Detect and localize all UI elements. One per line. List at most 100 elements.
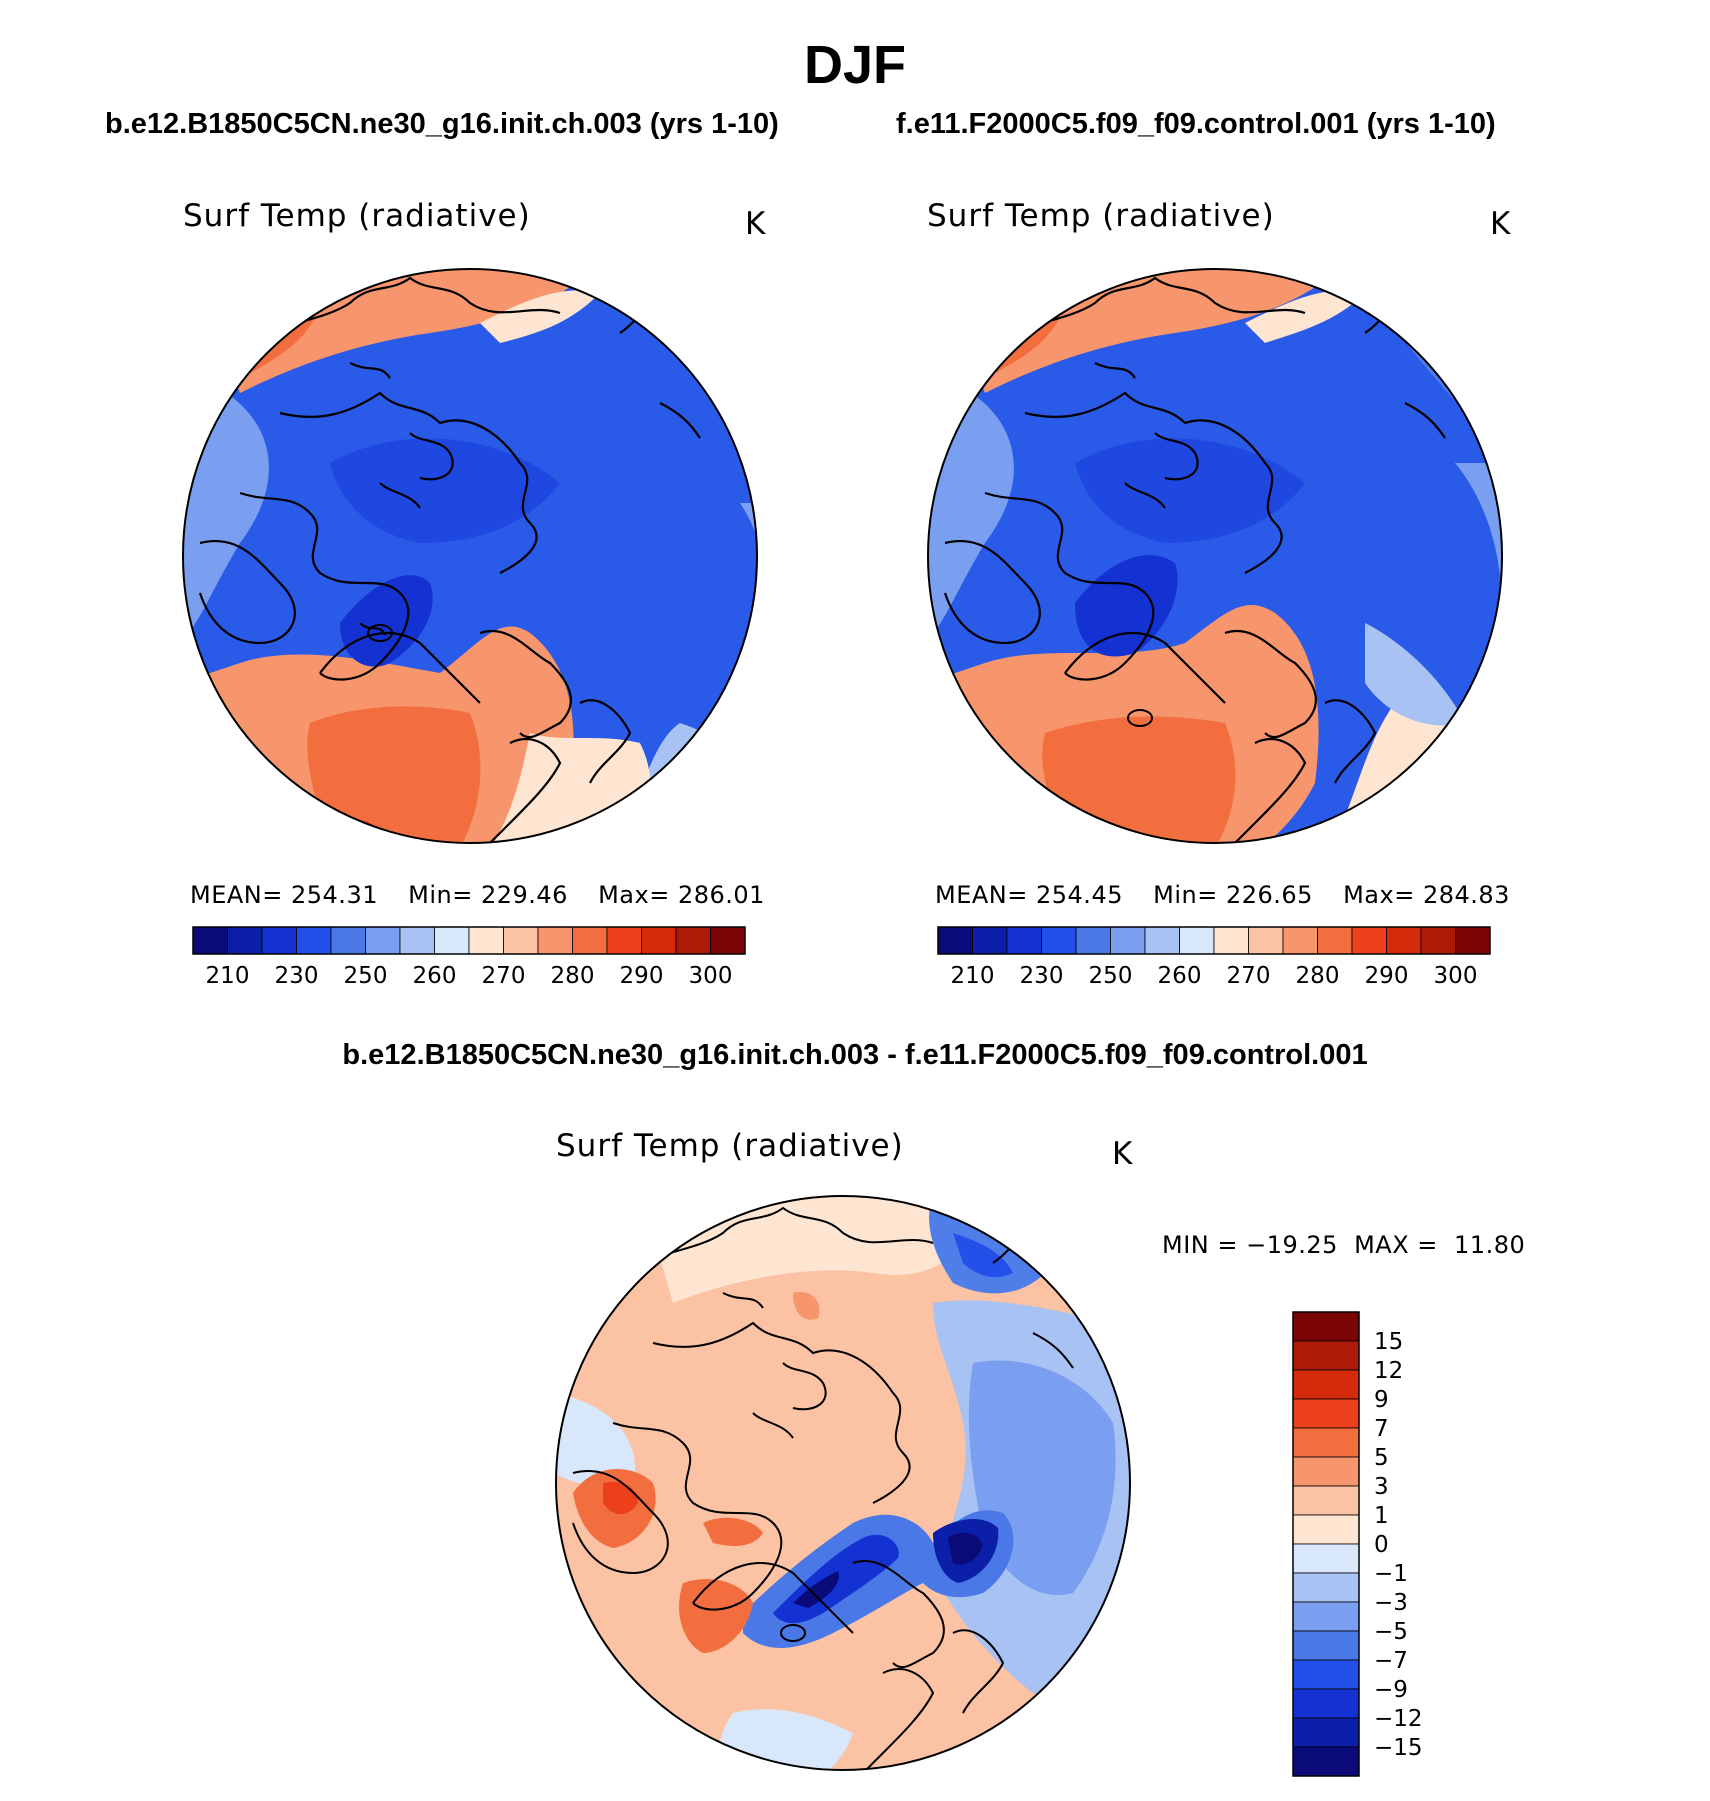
colorbar-tick-label: 7	[1374, 1416, 1389, 1442]
colorbar-swatch	[1351, 926, 1387, 955]
panel2-mean-label: MEAN=	[935, 881, 1028, 909]
colorbar-swatch	[1292, 1717, 1360, 1748]
colorbar-swatch	[1248, 926, 1284, 955]
panel2-max-value: 284.83	[1422, 881, 1510, 909]
colorbar-tick-label: 5	[1374, 1445, 1389, 1471]
colorbar-swatch	[1282, 926, 1318, 955]
panel2-min-label: Min=	[1153, 881, 1218, 909]
case-a-title: b.e12.B1850C5CN.ne30_g16.init.ch.003 (yr…	[105, 108, 779, 140]
colorbar-tick-label: 280	[551, 963, 595, 989]
colorbar-swatch	[1292, 1688, 1360, 1719]
panel3-stats: MIN = −19.25 MAX = 11.80	[1162, 1231, 1525, 1259]
colorbar-swatch	[537, 926, 573, 955]
panel2-mean-value: 254.45	[1036, 881, 1123, 909]
colorbar-swatch	[1041, 926, 1077, 955]
panel3-variable: Surf Temp (radiative)	[556, 1128, 904, 1164]
panel1-colorbar: 210 230 250 260 270 280 290 300	[192, 926, 746, 989]
colorbar-tick-label: 260	[413, 963, 457, 989]
colorbar-tick-label: 3	[1374, 1474, 1389, 1500]
colorbar-swatch	[1292, 1543, 1360, 1574]
panel1-min-label: Min=	[408, 881, 473, 909]
colorbar-tick-label: 290	[620, 963, 664, 989]
colorbar-tick-label: 270	[1227, 963, 1271, 989]
panel2-variable: Surf Temp (radiative)	[927, 198, 1275, 234]
panel3-units: K	[1112, 1136, 1134, 1172]
panel3-max-label: MAX =	[1354, 1231, 1438, 1259]
panel2-min-value: 226.65	[1225, 881, 1313, 909]
colorbar-tick-label: −7	[1374, 1648, 1408, 1674]
colorbar-swatch	[1292, 1369, 1360, 1400]
colorbar-swatch	[192, 926, 228, 955]
colorbar-swatch	[1110, 926, 1146, 955]
colorbar-swatch	[365, 926, 401, 955]
colorbar-swatch	[399, 926, 435, 955]
colorbar-tick-label: 210	[206, 963, 250, 989]
colorbar-tick-label: −12	[1374, 1706, 1423, 1732]
panel1-stats: MEAN= 254.31 Min= 229.46 Max= 286.01	[190, 881, 765, 909]
colorbar-tick-label: 230	[1020, 963, 1064, 989]
panel3-max-value: 11.80	[1454, 1231, 1526, 1259]
colorbar-swatch	[675, 926, 711, 955]
colorbar-tick-label: 250	[344, 963, 388, 989]
colorbar-swatch	[1420, 926, 1456, 955]
panel2-stats: MEAN= 254.45 Min= 226.65 Max= 284.83	[935, 881, 1510, 909]
colorbar-tick-label: 260	[1158, 963, 1202, 989]
colorbar-tick-label: 15	[1374, 1329, 1403, 1355]
colorbar-swatch	[1213, 926, 1249, 955]
colorbar-swatch	[1292, 1311, 1360, 1342]
panel1-variable: Surf Temp (radiative)	[183, 198, 531, 234]
colorbar-swatch	[434, 926, 470, 955]
panel2-polar-map	[927, 268, 1503, 844]
colorbar-swatch	[972, 926, 1008, 955]
colorbar-swatch	[1292, 1456, 1360, 1487]
colorbar-swatch	[1292, 1427, 1360, 1458]
colorbar-tick-label: 230	[275, 963, 319, 989]
colorbar-swatch	[1292, 1572, 1360, 1603]
colorbar-swatch	[261, 926, 297, 955]
panel3-min-label: MIN =	[1162, 1231, 1238, 1259]
colorbar-swatch	[1292, 1514, 1360, 1545]
colorbar-swatch	[1292, 1630, 1360, 1661]
colorbar-swatch	[1075, 926, 1111, 955]
panel3-polar-map	[555, 1195, 1131, 1771]
colorbar-tick-label: −3	[1374, 1590, 1408, 1616]
colorbar-swatch	[1292, 1601, 1360, 1632]
colorbar-swatch	[1292, 1398, 1360, 1429]
colorbar-swatch	[641, 926, 677, 955]
colorbar-tick-label: 0	[1374, 1532, 1389, 1558]
colorbar-tick-label: −5	[1374, 1619, 1408, 1645]
panel1-min-value: 229.46	[480, 881, 568, 909]
colorbar-tick-label: 290	[1365, 963, 1409, 989]
colorbar-swatch	[606, 926, 642, 955]
panel3-colorbar: 15 12 9 7 5 3 1 0 −1 −3 −5 −7 −9 −12 −15	[1292, 1311, 1423, 1777]
panel1-mean-value: 254.31	[291, 881, 378, 909]
figure-title: DJF	[803, 35, 906, 95]
diff-title: b.e12.B1850C5CN.ne30_g16.init.ch.003 - f…	[342, 1039, 1368, 1071]
colorbar-swatch	[1292, 1340, 1360, 1371]
colorbar-tick-label: 300	[1434, 963, 1478, 989]
colorbar-tick-label: 210	[951, 963, 995, 989]
colorbar-tick-label: −1	[1374, 1561, 1408, 1587]
colorbar-tick-label: 1	[1374, 1503, 1389, 1529]
colorbar-tick-label: 270	[482, 963, 526, 989]
panel1-polar-map	[182, 268, 758, 844]
panel2-units: K	[1490, 206, 1512, 242]
panel2-max-label: Max=	[1343, 881, 1415, 909]
panel2-colorbar: 210 230 250 260 270 280 290 300	[937, 926, 1491, 989]
panel1-max-label: Max=	[598, 881, 670, 909]
colorbar-swatch	[1292, 1485, 1360, 1516]
colorbar-swatch	[1179, 926, 1215, 955]
colorbar-swatch	[1317, 926, 1353, 955]
colorbar-tick-label: 12	[1374, 1358, 1403, 1384]
colorbar-tick-label: 9	[1374, 1387, 1389, 1413]
colorbar-swatch	[1144, 926, 1180, 955]
colorbar-swatch	[1455, 926, 1491, 955]
panel3-min-value: −19.25	[1246, 1231, 1338, 1259]
colorbar-swatch	[296, 926, 332, 955]
colorbar-swatch	[937, 926, 973, 955]
panel1-units: K	[745, 206, 767, 242]
colorbar-swatch	[468, 926, 504, 955]
colorbar-swatch	[1386, 926, 1422, 955]
colorbar-tick-label: 280	[1296, 963, 1340, 989]
colorbar-swatch	[227, 926, 263, 955]
